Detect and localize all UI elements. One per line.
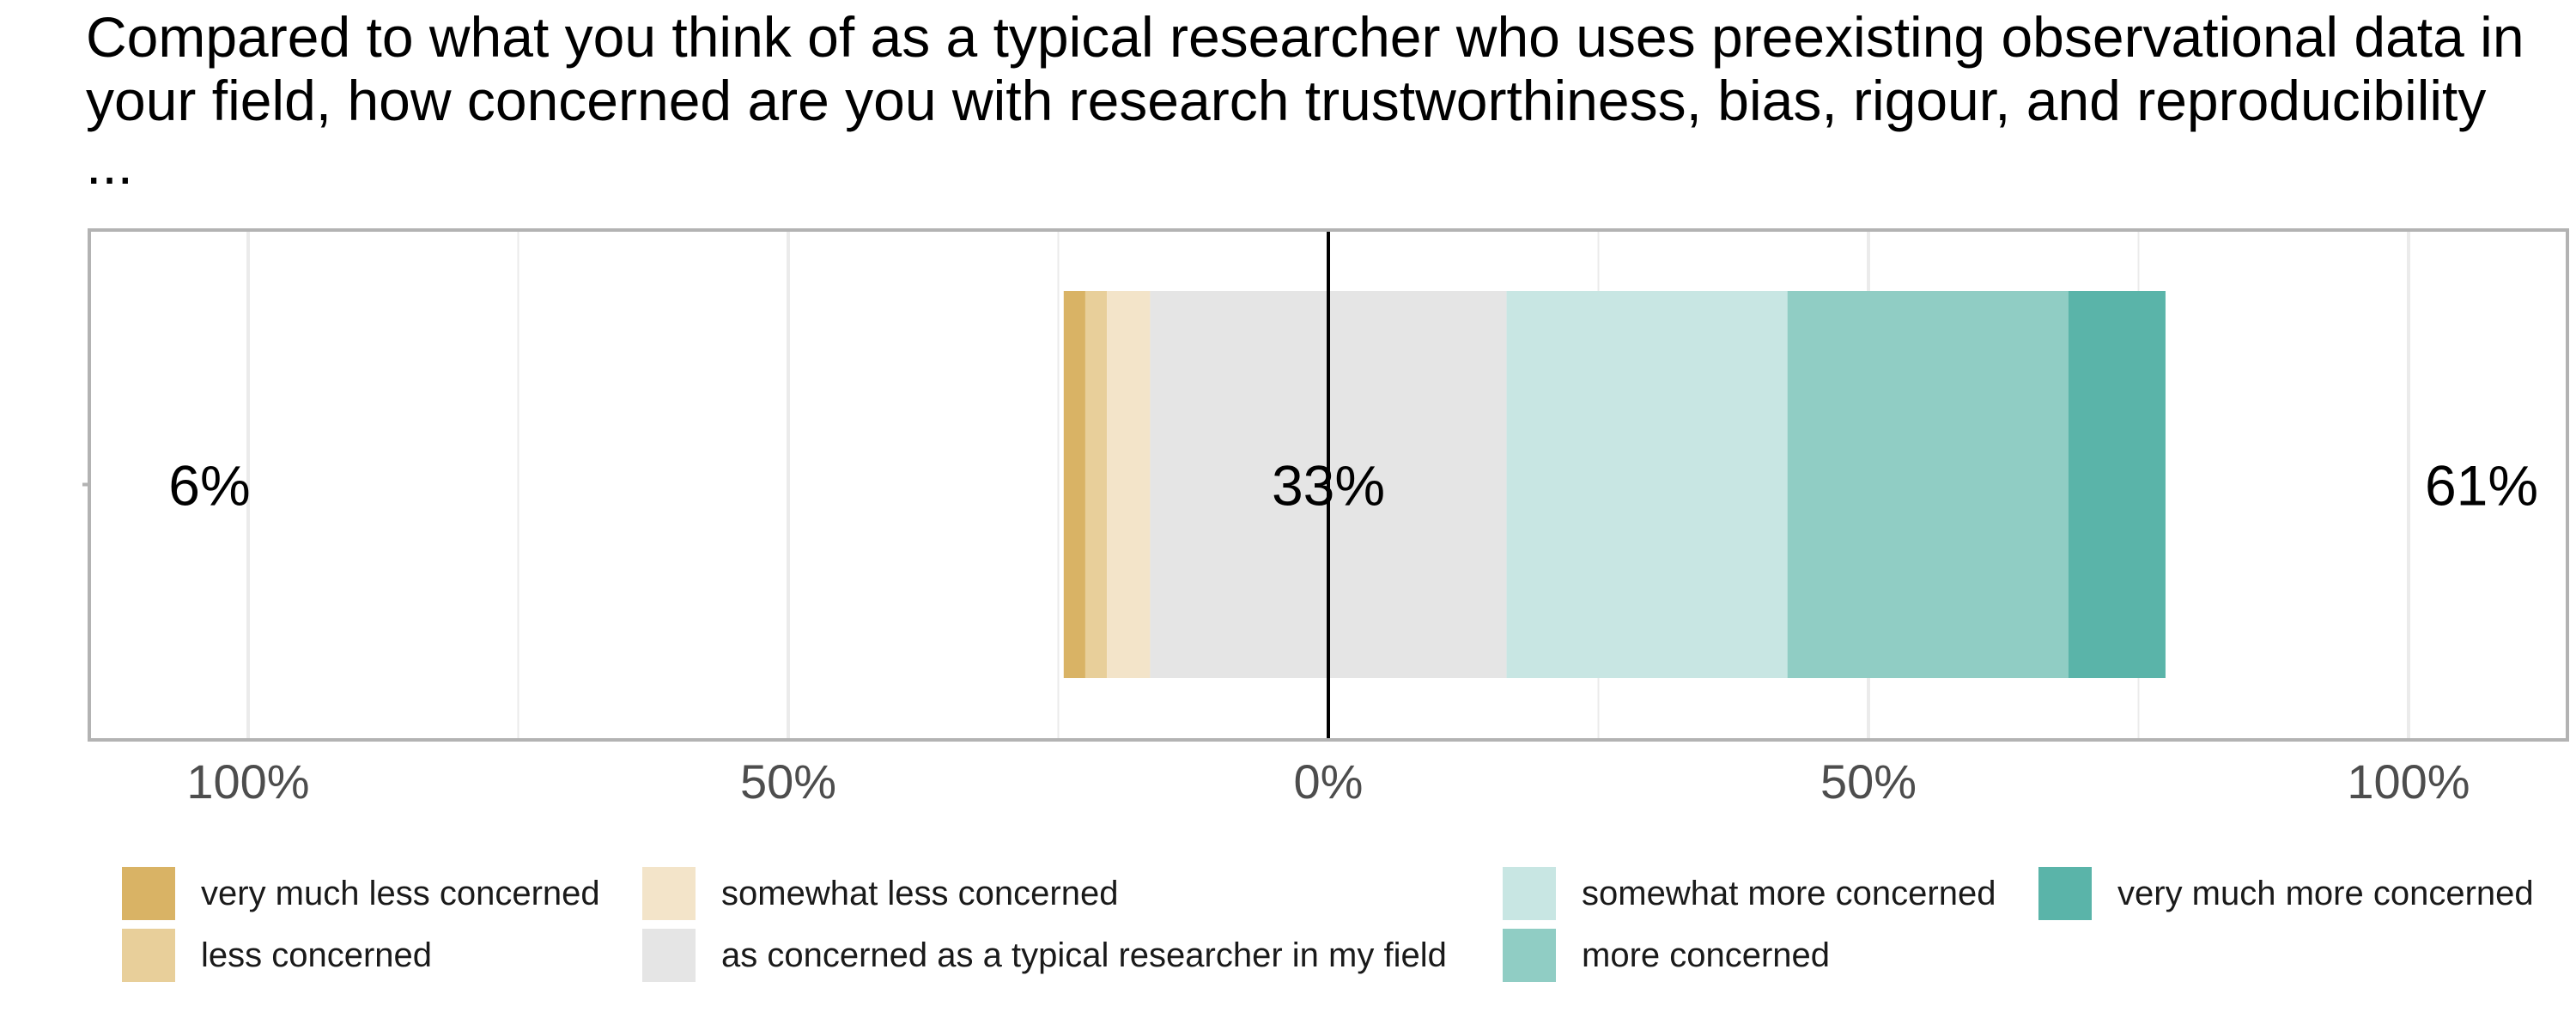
bar-segment-more-concerned	[1787, 291, 2069, 678]
summary-label-right: 61%	[2425, 454, 2538, 518]
legend: very much less concerned less concerned …	[120, 863, 2559, 1001]
summary-label-center: 33%	[1272, 454, 1385, 518]
legend-key-very-much-more-concerned	[2037, 865, 2093, 922]
legend-label: somewhat less concerned	[721, 874, 1119, 912]
summary-label-left: 6%	[168, 454, 250, 518]
legend-item-less-concerned: less concerned	[120, 925, 432, 985]
x-tick-label: 0%	[1294, 754, 1364, 809]
x-tick-label: 50%	[740, 754, 836, 809]
x-tick-label: 100%	[2347, 754, 2470, 809]
plot-area: 100% 50% 0% 50% 100% 6% 33% 61%	[82, 228, 2569, 809]
legend-label: less concerned	[201, 936, 433, 974]
bar-segment-very-much-less-concerned	[1063, 291, 1085, 678]
legend-key-more-concerned	[1501, 927, 1558, 984]
legend-label: more concerned	[1582, 936, 1831, 974]
legend-label: very much more concerned	[2117, 874, 2534, 912]
bar-segment-somewhat-more-concerned	[1506, 291, 1788, 678]
bar-segment-less-concerned	[1084, 291, 1108, 678]
legend-item-very-much-more-concerned: very much more concerned	[2037, 863, 2534, 924]
legend-item-as-concerned: as concerned as a typical researcher in …	[641, 925, 1447, 985]
legend-key-very-much-less-concerned	[120, 865, 177, 922]
legend-item-very-much-less-concerned: very much less concerned	[120, 863, 600, 924]
chart-title: Compared to what you think of as a typic…	[86, 5, 2524, 196]
legend-label: somewhat more concerned	[1582, 874, 1996, 912]
legend-key-less-concerned	[120, 927, 177, 984]
legend-key-somewhat-more-concerned	[1501, 865, 1558, 922]
legend-item-somewhat-more-concerned: somewhat more concerned	[1501, 863, 1996, 924]
legend-item-somewhat-less-concerned: somewhat less concerned	[641, 863, 1118, 924]
legend-key-as-concerned	[641, 927, 697, 984]
legend-key-somewhat-less-concerned	[641, 865, 697, 922]
bar-segment-somewhat-less-concerned	[1107, 291, 1151, 678]
x-tick-label: 100%	[186, 754, 309, 809]
legend-label: as concerned as a typical researcher in …	[721, 936, 1447, 974]
legend-label: very much less concerned	[201, 874, 600, 912]
x-tick-label: 50%	[1820, 754, 1917, 809]
bar-segment-very-much-more-concerned	[2068, 291, 2166, 678]
legend-item-more-concerned: more concerned	[1501, 925, 1830, 985]
